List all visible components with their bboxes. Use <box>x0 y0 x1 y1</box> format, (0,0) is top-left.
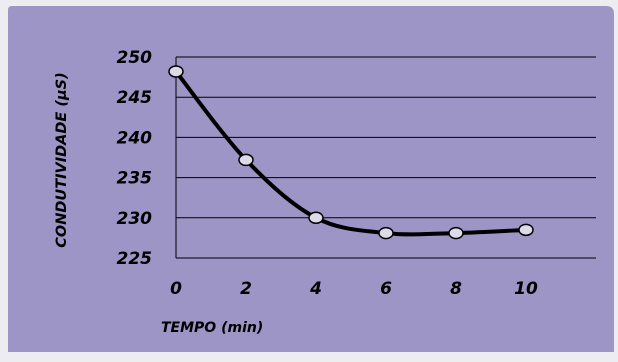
x-tick-label: 8 <box>450 279 462 299</box>
x-tick-label: 10 <box>514 279 538 299</box>
y-tick-labels: 250 245 240 235 230 225 <box>117 48 153 269</box>
y-tick-label: 235 <box>117 169 153 189</box>
x-tick-label: 4 <box>309 279 322 299</box>
data-point <box>378 226 394 240</box>
x-tick-labels: 0 2 4 6 8 10 <box>170 279 538 299</box>
y-tick-label: 230 <box>117 209 153 229</box>
x-tick-label: 6 <box>380 279 392 299</box>
data-point <box>448 226 464 240</box>
y-tick-label: 250 <box>117 48 153 68</box>
chart-background <box>8 6 614 352</box>
data-point <box>168 65 184 78</box>
data-point <box>238 153 254 167</box>
x-tick-label: 0 <box>170 279 182 299</box>
x-tick-label: 2 <box>240 279 252 299</box>
y-tick-label: 240 <box>117 128 153 148</box>
x-axis-label: TEMPO (min) <box>161 320 263 336</box>
y-tick-label: 245 <box>117 88 153 108</box>
data-point <box>308 211 324 225</box>
y-axis-label: CONDUTIVIDADE (µS) <box>54 72 70 247</box>
data-markers <box>168 65 534 240</box>
y-tick-label: 225 <box>117 249 153 269</box>
data-point <box>518 223 534 237</box>
